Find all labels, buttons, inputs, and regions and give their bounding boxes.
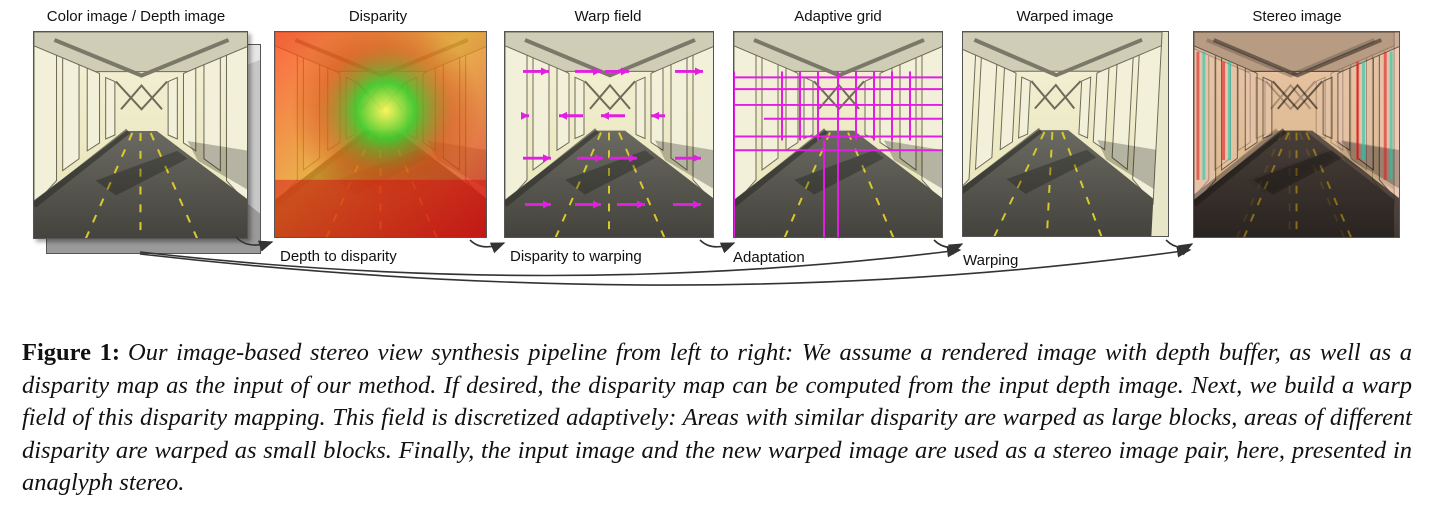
disparity-map: [275, 32, 486, 237]
panel-title-warp: Warp field: [574, 8, 642, 25]
panel-title-grid: Adaptive grid: [794, 8, 882, 25]
disparity-panel: [274, 31, 487, 238]
figure-label: Figure 1:: [22, 339, 121, 366]
warp-arrows: [521, 67, 703, 209]
arrow-depth-to-disparity: [235, 236, 274, 252]
step-disparity-to-warping: Disparity to warping: [510, 248, 642, 265]
figure-caption: Figure 1: Our image-based stereo view syn…: [22, 337, 1412, 500]
stereo-image-panel: [1193, 31, 1400, 238]
panel-title-stereo: Stereo image: [1252, 8, 1342, 25]
caption-text: Our image-based stereo view synthesis pi…: [22, 339, 1412, 496]
panel-title-warped: Warped image: [1016, 8, 1114, 25]
arrow-warped-to-stereo: [1165, 239, 1194, 256]
pipeline-arrows: [139, 236, 1194, 286]
adaptive-grid: [734, 32, 942, 237]
warp-field: [505, 32, 714, 238]
step-depth-to-disparity: Depth to disparity: [280, 248, 397, 265]
panel-title-color: Color image / Depth image: [46, 8, 226, 25]
warped-image-panel: [962, 31, 1169, 237]
panel-title-disparity: Disparity: [348, 8, 408, 25]
arrow-warping: [933, 239, 964, 255]
arrow-input-to-warped: [139, 245, 962, 277]
color-image-panel: [33, 31, 248, 239]
warp-field-panel: [504, 31, 714, 238]
adaptive-grid-panel: [733, 31, 943, 238]
arrow-disparity-to-warping: [469, 239, 506, 254]
stereo-image: [1194, 32, 1399, 237]
grid-lines: [734, 71, 942, 237]
step-adaptation: Adaptation: [733, 249, 805, 266]
step-warping: Warping: [963, 252, 1019, 269]
arrow-adaptation: [699, 239, 736, 254]
arrow-input-to-stereo: [139, 246, 1192, 286]
